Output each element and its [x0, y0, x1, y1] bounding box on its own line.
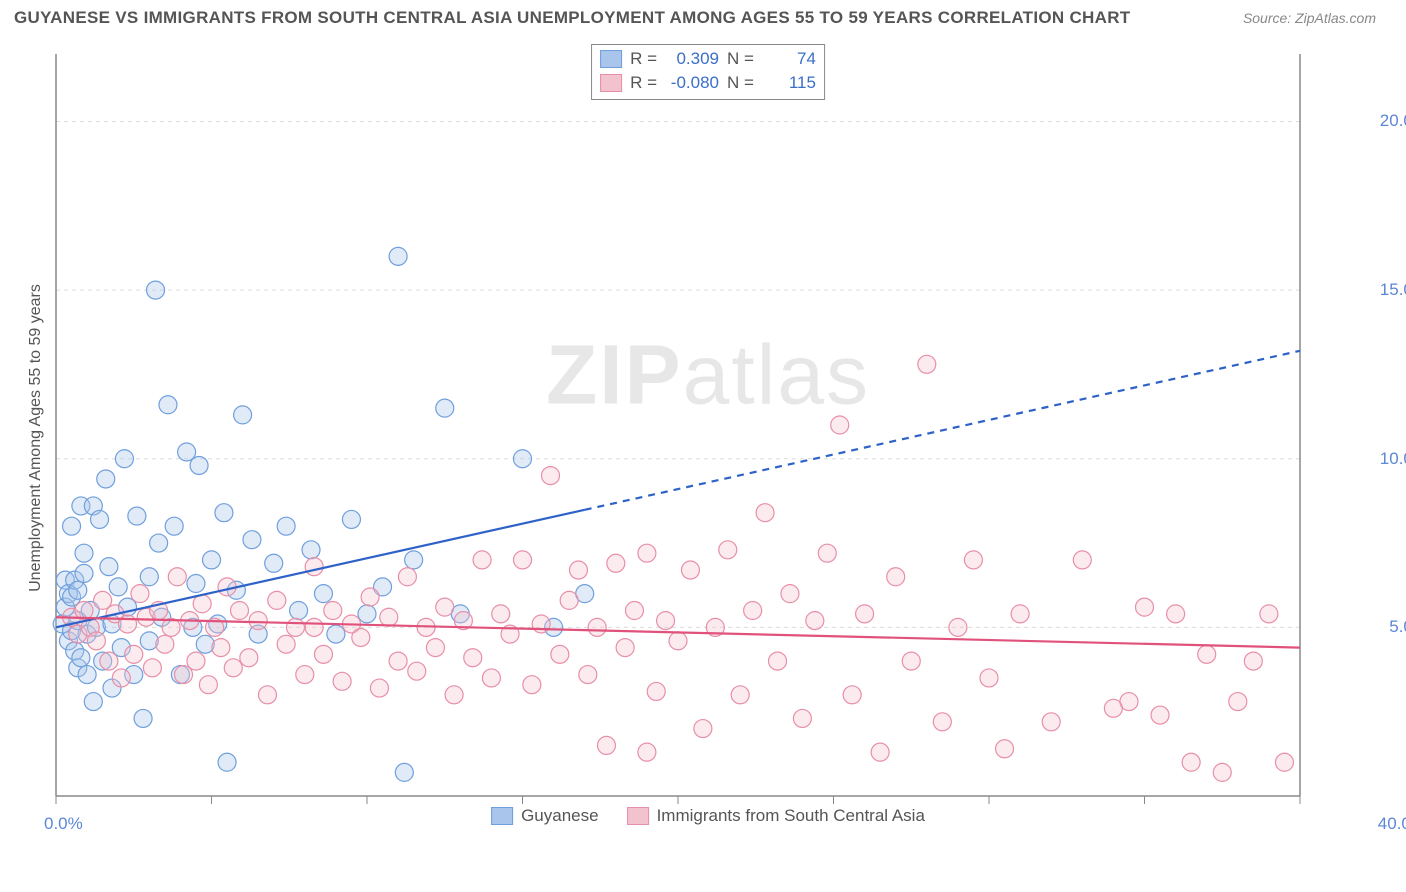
y-tick-label: 20.0% [1380, 111, 1406, 131]
scatter-plot [48, 44, 1368, 832]
legend-label: Immigrants from South Central Asia [657, 806, 925, 826]
bottom-legend: Guyanese Immigrants from South Central A… [491, 806, 925, 826]
chart-title: GUYANESE VS IMMIGRANTS FROM SOUTH CENTRA… [14, 8, 1130, 28]
stats-legend-box: R = 0.309 N = 74 R = -0.080 N = 115 [591, 44, 825, 100]
stats-row-1: R = 0.309 N = 74 [600, 47, 816, 71]
legend-item-1: Guyanese [491, 806, 599, 826]
swatch-icon [600, 74, 622, 92]
x-max-label: 40.0% [1378, 814, 1406, 834]
swatch-icon [600, 50, 622, 68]
origin-label: 0.0% [44, 814, 83, 834]
y-tick-label: 15.0% [1380, 280, 1406, 300]
legend-label: Guyanese [521, 806, 599, 826]
chart-source: Source: ZipAtlas.com [1243, 10, 1376, 26]
chart-header: GUYANESE VS IMMIGRANTS FROM SOUTH CENTRA… [0, 0, 1406, 32]
y-axis-label: Unemployment Among Ages 55 to 59 years [27, 284, 45, 592]
y-tick-label: 5.0% [1389, 617, 1406, 637]
y-tick-label: 10.0% [1380, 449, 1406, 469]
swatch-icon [627, 807, 649, 825]
stats-row-2: R = -0.080 N = 115 [600, 71, 816, 95]
chart-container: Unemployment Among Ages 55 to 59 years Z… [48, 44, 1368, 832]
swatch-icon [491, 807, 513, 825]
legend-item-2: Immigrants from South Central Asia [627, 806, 925, 826]
